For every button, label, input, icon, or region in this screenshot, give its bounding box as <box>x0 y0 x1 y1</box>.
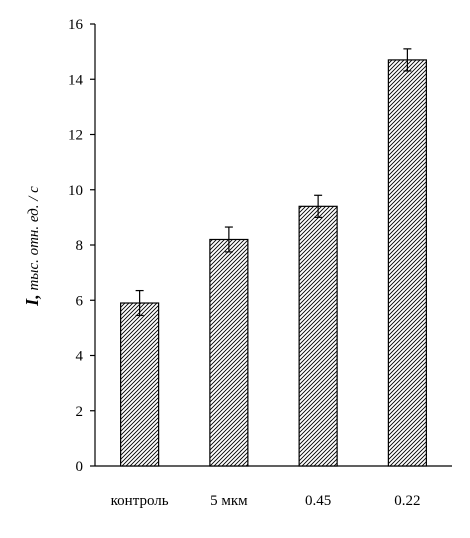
y-tick-label: 4 <box>76 349 84 365</box>
y-tick-label: 6 <box>76 293 84 309</box>
bars <box>120 59 427 467</box>
y-ticks: 0 2 4 6 8 10 12 14 16 <box>68 17 95 475</box>
y-axis-title: I, тыс. отн. ед. / с <box>22 186 42 307</box>
bar-1 <box>120 302 160 467</box>
error-bar-4 <box>403 48 412 72</box>
y-axis-title-main: I, <box>22 294 42 307</box>
y-axis-title-units: тыс. отн. ед. / с <box>26 186 42 294</box>
bar-2 <box>209 238 249 467</box>
svg-text:I, тыс. отн. ед. / с: I, тыс. отн. ед. / с <box>22 186 42 307</box>
x-tick-label: контроль <box>111 493 169 509</box>
y-tick-label: 14 <box>68 72 84 88</box>
y-tick-label: 8 <box>76 238 84 254</box>
error-bar-3 <box>314 194 323 218</box>
error-bar-1 <box>135 289 144 317</box>
y-tick-label: 16 <box>68 17 84 33</box>
error-bar-2 <box>224 226 233 253</box>
bar-4 <box>387 59 427 467</box>
x-tick-label: 5 мкм <box>210 493 248 509</box>
x-tick-labels: контроль 5 мкм 0.45 0.22 <box>111 493 421 509</box>
y-tick-label: 12 <box>68 128 83 144</box>
x-tick-label: 0.22 <box>394 493 420 509</box>
y-tick-label: 2 <box>76 404 84 420</box>
bar-3 <box>298 205 338 467</box>
error-bars <box>135 48 412 317</box>
x-tick-label: 0.45 <box>305 493 331 509</box>
y-tick-label: 10 <box>68 183 83 199</box>
y-tick-label: 0 <box>76 459 84 475</box>
